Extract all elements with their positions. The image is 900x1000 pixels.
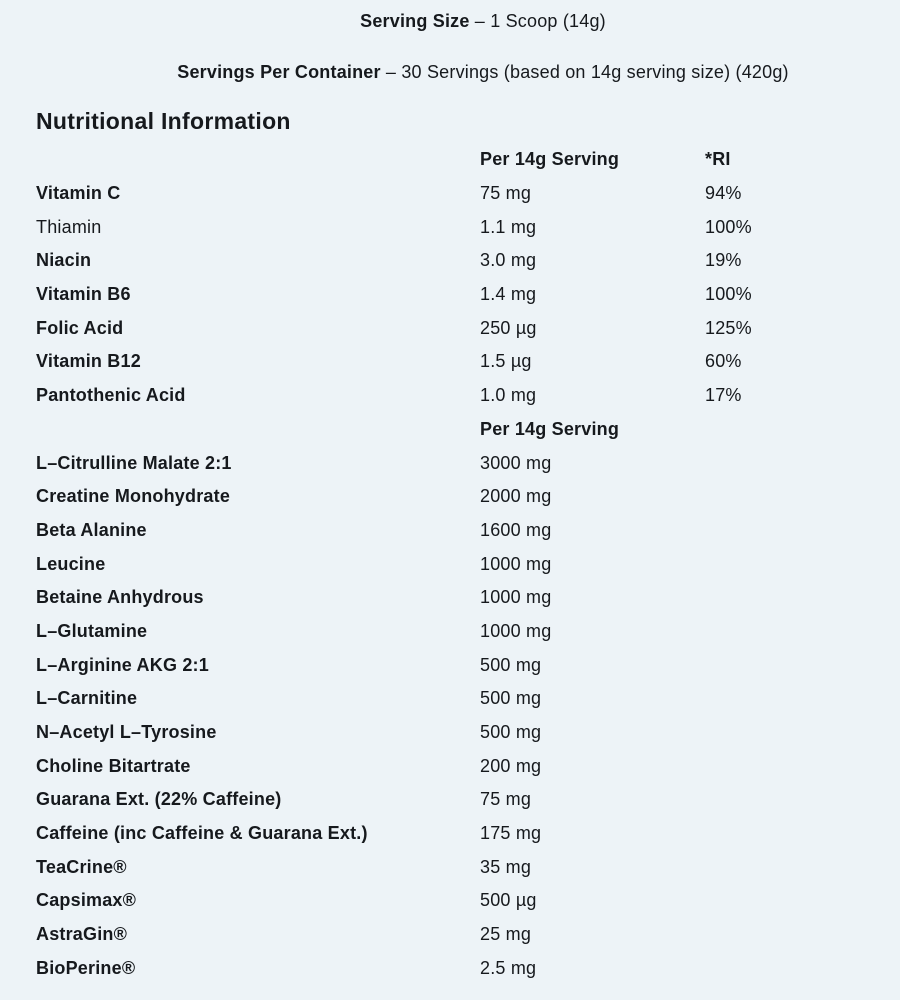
nutrient-name: L–Glutamine: [36, 620, 148, 641]
nutrient-name: BioPerine®: [36, 957, 136, 978]
nutrient-name: Creatine Monohydrate: [36, 486, 231, 507]
table-row: L–Arginine AKG 2:1 500 mg: [36, 648, 900, 682]
nutrient-amount: 75 mg: [480, 183, 532, 204]
nutrient-name: L–Citrulline Malate 2:1: [36, 452, 232, 473]
nutrient-name: L–Arginine AKG 2:1: [36, 654, 209, 675]
nutrient-amount: 2.5 mg: [480, 957, 537, 978]
table-row: TeaCrine® 35 mg: [36, 850, 900, 884]
table-row: Caffeine (inc Caffeine & Guarana Ext.) 1…: [36, 817, 900, 851]
nutrient-name: Vitamin B6: [36, 284, 131, 305]
nutrient-name: Vitamin C: [36, 183, 121, 204]
col-header-per-serving-2: Per 14g Serving: [480, 418, 620, 439]
col-header-per-serving: Per 14g Serving: [480, 149, 620, 170]
nutrient-name: Niacin: [36, 250, 92, 271]
table-row: Thiamin 1.1 mg 100%: [36, 210, 900, 244]
table-row: Vitamin B12 1.5 µg 60%: [36, 345, 900, 379]
table-row: L–Carnitine 500 mg: [36, 682, 900, 716]
table-row: Betaine Anhydrous 1000 mg: [36, 581, 900, 615]
nutrient-amount: 1.4 mg: [480, 284, 537, 305]
nutrient-ri: 100%: [705, 284, 752, 305]
table-row: Creatine Monohydrate 2000 mg: [36, 480, 900, 514]
nutrient-name: Folic Acid: [36, 317, 124, 338]
table-row: Folic Acid 250 µg 125%: [36, 311, 900, 345]
nutrient-name: L–Carnitine: [36, 688, 138, 709]
nutrient-ri: 100%: [705, 216, 752, 237]
vitamins-section: Vitamin C 75 mg 94% Thiamin 1.1 mg 100% …: [36, 177, 900, 413]
col-header-ri: *RI: [705, 149, 731, 170]
table-row: Guarana Ext. (22% Caffeine) 75 mg: [36, 783, 900, 817]
nutrient-name: Caffeine (inc Caffeine & Guarana Ext.): [36, 823, 368, 844]
servings-per-container-label: Servings Per Container: [177, 62, 381, 82]
nutrient-name: AstraGin®: [36, 924, 128, 945]
nutrient-name: Beta Alanine: [36, 519, 147, 540]
serving-size-line: Serving Size – 1 Scoop (14g): [66, 8, 900, 34]
nutrient-amount: 25 mg: [480, 924, 532, 945]
nutrient-ri: 94%: [705, 183, 742, 204]
table-header-row: Per 14g Serving *RI: [36, 143, 900, 177]
nutrient-ri: 19%: [705, 250, 742, 271]
nutrient-name: Thiamin: [36, 216, 102, 237]
nutrient-amount: 75 mg: [480, 789, 532, 810]
nutrient-name: N–Acetyl L–Tyrosine: [36, 722, 217, 743]
nutrient-amount: 3.0 mg: [480, 250, 537, 271]
nutrition-table: Per 14g Serving *RI Vitamin C 75 mg 94% …: [36, 143, 900, 985]
nutrient-amount: 1000 mg: [480, 553, 552, 574]
ingredients-section: L–Citrulline Malate 2:1 3000 mg Creatine…: [36, 446, 900, 985]
nutrient-amount: 2000 mg: [480, 486, 552, 507]
nutrient-amount: 200 mg: [480, 755, 542, 776]
nutrient-amount: 1000 mg: [480, 587, 552, 608]
table-row: L–Glutamine 1000 mg: [36, 615, 900, 649]
nutrient-ri: 60%: [705, 351, 742, 372]
nutrient-amount: 500 µg: [480, 890, 537, 911]
servings-per-container-value: – 30 Servings (based on 14g serving size…: [385, 62, 789, 82]
nutrient-ri: 125%: [705, 317, 752, 338]
nutrient-name: Betaine Anhydrous: [36, 587, 204, 608]
table-row: N–Acetyl L–Tyrosine 500 mg: [36, 716, 900, 750]
table-row: L–Citrulline Malate 2:1 3000 mg: [36, 446, 900, 480]
table-row: BioPerine® 2.5 mg: [36, 952, 900, 986]
nutrient-ri: 17%: [705, 385, 742, 406]
table-row: Beta Alanine 1600 mg: [36, 514, 900, 548]
section2-header-row: Per 14g Serving: [36, 413, 900, 447]
nutrient-amount: 175 mg: [480, 823, 542, 844]
table-row: Niacin 3.0 mg 19%: [36, 244, 900, 278]
nutrient-amount: 1.5 µg: [480, 351, 532, 372]
nutrient-amount: 1600 mg: [480, 519, 552, 540]
serving-size-value: – 1 Scoop (14g): [474, 11, 606, 31]
nutrient-amount: 500 mg: [480, 722, 542, 743]
nutrient-amount: 250 µg: [480, 317, 537, 338]
nutrient-name: TeaCrine®: [36, 856, 127, 877]
table-row: Vitamin B6 1.4 mg 100%: [36, 278, 900, 312]
nutrient-amount: 3000 mg: [480, 452, 552, 473]
table-row: AstraGin® 25 mg: [36, 918, 900, 952]
servings-per-container-line: Servings Per Container – 30 Servings (ba…: [66, 59, 900, 85]
nutrient-amount: 1.1 mg: [480, 216, 537, 237]
nutrient-amount: 500 mg: [480, 688, 542, 709]
table-row: Choline Bitartrate 200 mg: [36, 749, 900, 783]
serving-size-label: Serving Size: [360, 11, 470, 31]
page-title: Nutritional Information: [36, 108, 291, 134]
nutrient-name: Guarana Ext. (22% Caffeine): [36, 789, 282, 810]
nutrient-amount: 35 mg: [480, 856, 532, 877]
nutrient-amount: 1.0 mg: [480, 385, 537, 406]
nutrient-name: Choline Bitartrate: [36, 755, 191, 776]
table-row: Pantothenic Acid 1.0 mg 17%: [36, 379, 900, 413]
nutrient-name: Capsimax®: [36, 890, 137, 911]
nutrient-amount: 1000 mg: [480, 620, 552, 641]
nutrient-name: Pantothenic Acid: [36, 385, 186, 406]
nutrient-name: Leucine: [36, 553, 106, 574]
nutrient-amount: 500 mg: [480, 654, 542, 675]
table-row: Leucine 1000 mg: [36, 547, 900, 581]
table-row: Capsimax® 500 µg: [36, 884, 900, 918]
nutrient-name: Vitamin B12: [36, 351, 141, 372]
table-row: Vitamin C 75 mg 94%: [36, 177, 900, 211]
